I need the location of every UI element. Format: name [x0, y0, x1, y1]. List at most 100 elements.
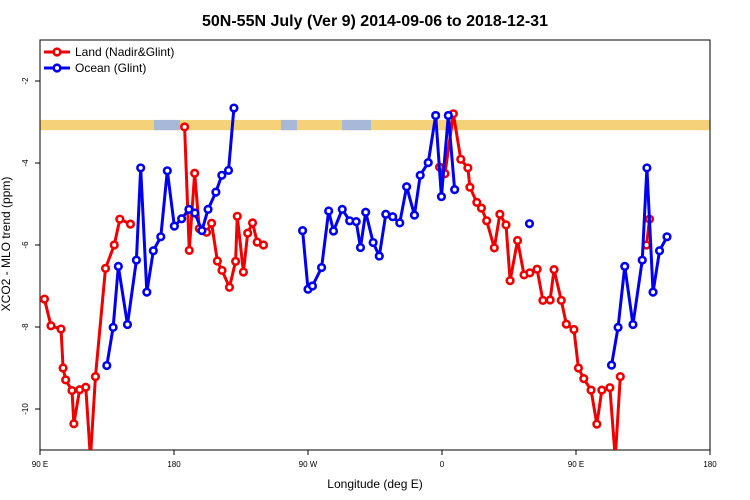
band-ocean-3 — [342, 119, 371, 131]
y-tick-label-3: -8 — [21, 323, 30, 331]
series-line-segment — [93, 266, 108, 379]
data-point — [324, 206, 334, 216]
series-line-segment — [105, 325, 115, 368]
data-point — [472, 197, 482, 207]
data-point — [620, 261, 630, 271]
series-line-segment — [227, 106, 236, 172]
data-point — [328, 226, 339, 236]
data-point — [423, 157, 433, 168]
legend-label-0: Land (Nadir&Glint) — [75, 45, 174, 59]
series-line-segment — [451, 112, 463, 161]
data-point — [131, 255, 142, 265]
series-line-segment — [572, 327, 580, 370]
data-point — [415, 170, 425, 180]
data-point — [169, 221, 179, 231]
series-line-segment — [616, 264, 627, 329]
data-point — [180, 122, 190, 132]
data-point — [505, 276, 515, 286]
series-line-segment — [159, 169, 169, 239]
data-point — [606, 360, 617, 370]
series-line-segment — [358, 210, 368, 249]
data-point — [409, 210, 420, 220]
y-axis: -2 -4 -6 -8 -10 — [21, 77, 40, 415]
x-tick-label-4: 90 E — [568, 460, 584, 469]
series-line-segment — [434, 113, 443, 199]
data-point — [243, 228, 253, 238]
data-point — [525, 268, 535, 278]
series-line-segment — [595, 388, 604, 426]
data-point — [556, 295, 566, 305]
data-point — [628, 319, 638, 330]
series-line-segment — [426, 113, 438, 165]
data-point — [482, 216, 492, 226]
series-line-segment — [610, 325, 620, 367]
data-point — [456, 154, 466, 164]
x-tick-label-2: 90 W — [299, 460, 318, 469]
series-line-segment — [89, 375, 97, 450]
data-point — [197, 226, 207, 236]
data-point — [67, 385, 77, 396]
series-line-segment — [320, 209, 331, 270]
series-line-segment — [165, 169, 176, 228]
data-point — [298, 226, 308, 236]
data-point — [431, 110, 441, 121]
data-point — [223, 165, 234, 175]
data-point — [605, 383, 615, 393]
data-point — [637, 255, 647, 265]
data-point — [142, 287, 152, 297]
y-tick-label-1: -4 — [21, 159, 30, 167]
series-ocean — [102, 103, 672, 371]
series-line-segment — [589, 388, 599, 426]
data-point — [662, 232, 672, 242]
data-point — [211, 187, 221, 197]
data-point — [231, 256, 241, 267]
series-line-segment — [235, 214, 245, 274]
data-point — [612, 455, 619, 462]
data-point — [316, 262, 327, 273]
data-point — [495, 209, 505, 219]
series-line-segment — [651, 249, 662, 294]
series-line-segment — [614, 375, 622, 450]
data-point — [361, 207, 371, 217]
series-line-segment — [508, 238, 520, 283]
data-point — [443, 110, 453, 121]
y-axis-label: XCO2 - MLO trend (ppm) — [0, 177, 13, 312]
series-line-segment — [125, 258, 138, 327]
data-point — [586, 385, 596, 395]
y-tick-label-2: -6 — [21, 241, 30, 249]
data-point — [56, 324, 66, 334]
data-point — [573, 363, 584, 373]
x-tick-label-5: 180 — [703, 460, 717, 469]
series-line-segment — [492, 212, 502, 250]
series-line-segment — [72, 388, 82, 426]
data-point — [307, 281, 318, 291]
data-point — [538, 295, 548, 305]
data-point — [436, 192, 447, 202]
data-point — [524, 219, 535, 229]
series-line-segment — [364, 210, 375, 245]
series-line-segment — [145, 249, 155, 294]
series-line-segment — [210, 221, 219, 263]
data-point — [476, 203, 487, 213]
series-line-segment — [398, 185, 409, 225]
series-line-segment — [516, 238, 526, 277]
data-point — [501, 220, 511, 230]
x-tick-label-0: 90 E — [32, 460, 48, 469]
series-line-segment — [377, 212, 388, 258]
y-tick-label-4: -10 — [21, 403, 30, 415]
series-line-segment — [183, 125, 191, 252]
series-line-segment — [443, 112, 455, 176]
data-point — [579, 374, 589, 384]
data-point — [162, 166, 172, 176]
data-point — [61, 375, 71, 385]
series-line-segment — [139, 166, 149, 294]
legend: Land (Nadir&Glint) Ocean (Glint) — [44, 45, 174, 75]
data-point — [512, 235, 523, 246]
data-point — [402, 182, 412, 192]
x-axis: 90 E 180 90 W 0 90 E 180 — [32, 450, 717, 469]
band-ocean-1 — [154, 119, 180, 131]
series-line-segment — [623, 264, 635, 327]
data-point — [40, 294, 50, 304]
series-line-segment — [241, 231, 250, 274]
series-line-segment — [405, 185, 416, 217]
